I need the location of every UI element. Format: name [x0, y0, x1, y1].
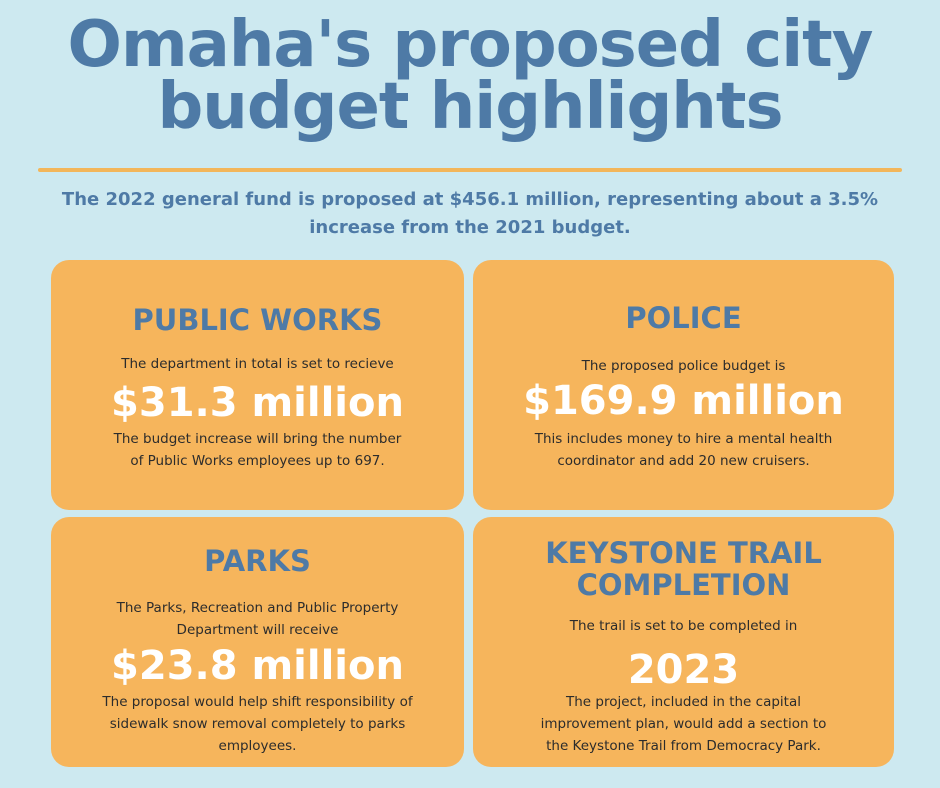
card-heading: POLICE: [625, 301, 742, 335]
subtitle: The 2022 general fund is proposed at $45…: [61, 189, 879, 238]
title-divider: [38, 168, 902, 172]
page-title-line-2: budget highlights: [157, 70, 783, 144]
card-keystone-trail: KEYSTONE TRAIL COMPLETION The trail is s…: [473, 517, 894, 767]
card-amount: $23.8 million: [111, 643, 404, 689]
page-title: Omaha's proposed city budget highlights: [0, 8, 940, 144]
card-detail: The project, included in the capital imp…: [540, 694, 827, 754]
card-parks: PARKS The Parks, Recreation and Public P…: [51, 517, 464, 767]
card-amount: 2023: [627, 647, 740, 693]
card-detail: The proposal would help shift responsibi…: [102, 694, 413, 754]
card-heading-line-1: KEYSTONE TRAIL: [545, 536, 822, 570]
page-title-line-1: Omaha's proposed city: [67, 8, 874, 82]
card-detail: This includes money to hire a mental hea…: [534, 431, 833, 469]
card-heading: PUBLIC WORKS: [132, 303, 383, 337]
card-amount: $169.9 million: [523, 378, 844, 424]
card-intro: The department in total is set to reciev…: [121, 356, 394, 372]
card-public-works: PUBLIC WORKS The department in total is …: [51, 260, 464, 510]
card-heading-line-2: COMPLETION: [576, 568, 791, 602]
card-intro: The trail is set to be completed in: [569, 618, 798, 634]
card-intro: The proposed police budget is: [581, 358, 786, 374]
card-heading: PARKS: [204, 544, 311, 578]
card-police: POLICE The proposed police budget is $16…: [473, 260, 894, 510]
card-heading: KEYSTONE TRAIL COMPLETION: [473, 537, 894, 601]
card-amount: $31.3 million: [111, 380, 404, 426]
card-detail: The budget increase will bring the numbe…: [113, 431, 402, 469]
card-intro: The Parks, Recreation and Public Propert…: [116, 600, 399, 638]
